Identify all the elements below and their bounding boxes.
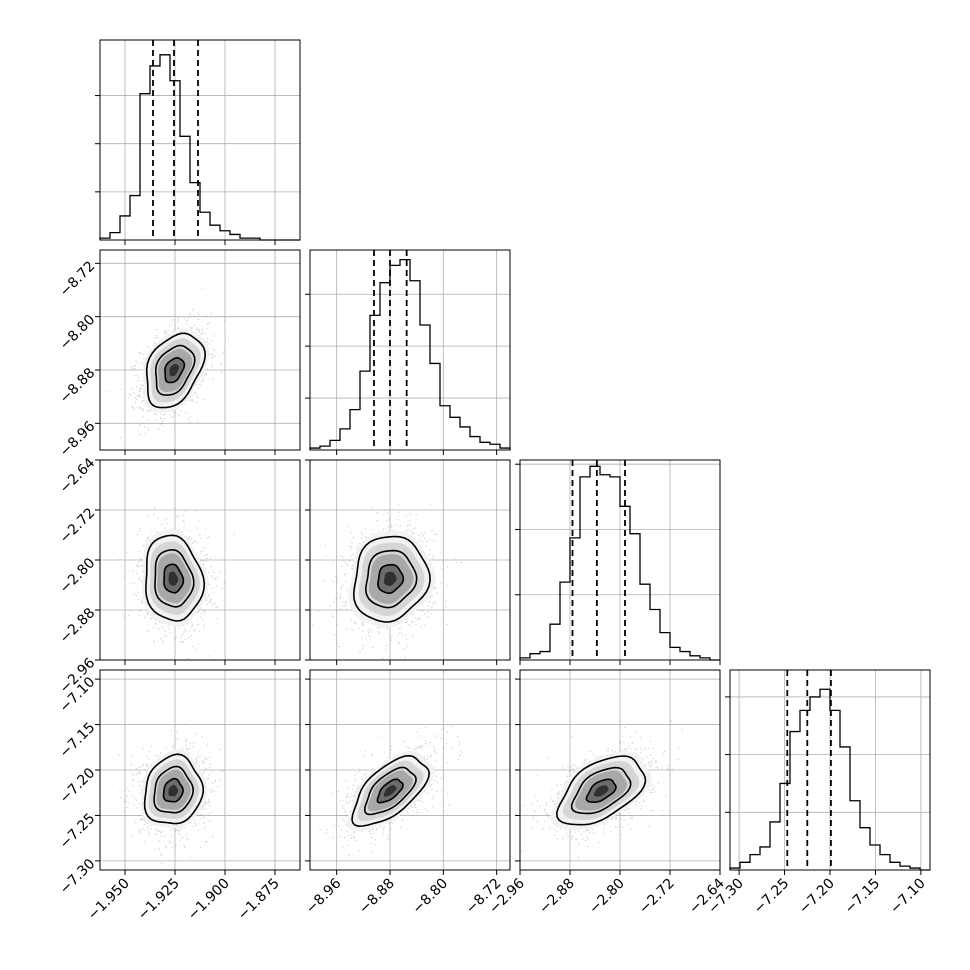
density-fill — [384, 571, 397, 586]
x-tick-label: −7.10 — [887, 876, 929, 918]
x-tick-label: −2.72 — [636, 876, 678, 918]
y-tick-label: −8.88 — [57, 365, 99, 407]
scatter-panel-3-2 — [519, 669, 721, 871]
scatter-panel-3-1 — [309, 669, 511, 871]
scatter-panel-1-0 — [99, 249, 301, 451]
y-tick-label: −8.80 — [57, 312, 99, 354]
density-fill — [168, 571, 179, 586]
contour-line — [377, 563, 405, 595]
contour-line — [376, 778, 404, 804]
contour-line — [585, 778, 617, 804]
x-tick-label: −8.96 — [303, 875, 345, 917]
panel-content — [310, 670, 510, 870]
x-tick-label: −1.900 — [185, 876, 233, 924]
contour-line — [555, 755, 647, 826]
contour-line — [155, 344, 196, 396]
y-tick-label: −7.30 — [57, 856, 99, 898]
y-tick-label: −2.88 — [57, 605, 99, 647]
density-fill — [593, 785, 609, 797]
contour-line — [364, 549, 418, 609]
contour-line — [145, 534, 206, 622]
x-tick-label: −2.88 — [536, 876, 578, 918]
x-tick-label: −1.925 — [135, 876, 183, 924]
x-tick-label: −1.875 — [235, 876, 283, 924]
panel-background — [310, 250, 510, 450]
panel-content — [310, 460, 510, 660]
contour-line — [163, 563, 185, 594]
panel-frame — [99, 249, 301, 451]
x-tick-label: −1.950 — [85, 876, 133, 924]
histogram-panel-1 — [305, 249, 511, 451]
contour-line — [570, 766, 632, 815]
histogram-step-line — [99, 54, 300, 241]
y-tick-label: −7.20 — [57, 765, 99, 807]
contour-line — [154, 548, 195, 608]
scatter-panel-2-0 — [99, 459, 301, 661]
x-tick-label: −2.80 — [586, 876, 628, 918]
x-tick-label: −7.20 — [796, 876, 838, 918]
contour-line — [153, 765, 194, 814]
density-fill — [169, 363, 180, 377]
contour-line — [351, 754, 431, 828]
density-fill — [383, 785, 397, 797]
contour-line — [143, 753, 204, 825]
scatter-panel-3-0 — [99, 669, 301, 871]
contour-line — [363, 766, 417, 816]
histogram-panel-2 — [515, 459, 721, 661]
x-tick-label: −7.15 — [842, 876, 884, 918]
x-tick-label: −8.88 — [356, 876, 398, 918]
density-fill — [168, 784, 178, 797]
histogram-panel-3 — [725, 669, 931, 871]
panel-frame — [309, 249, 511, 451]
y-tick-label: −8.96 — [57, 418, 99, 460]
y-tick-label: −2.72 — [57, 505, 99, 547]
panel-frame — [99, 39, 301, 241]
y-tick-label: −2.80 — [57, 555, 99, 597]
panel-content — [100, 670, 300, 870]
y-tick-label: −2.64 — [57, 455, 99, 497]
scatter-points — [118, 723, 224, 865]
histogram-panel-0 — [95, 39, 301, 241]
histogram-step-line — [519, 465, 720, 661]
y-tick-label: −8.72 — [57, 258, 99, 300]
histogram-step-line — [309, 258, 511, 450]
y-tick-label: −7.25 — [57, 811, 99, 853]
contour-line — [352, 535, 431, 623]
contour-line — [162, 777, 184, 803]
panel-content — [100, 460, 300, 660]
histogram-step-line — [729, 688, 930, 871]
panel-content — [100, 250, 300, 450]
x-tick-label: −8.80 — [410, 876, 452, 918]
contour-line — [164, 357, 186, 384]
panel-content — [520, 670, 720, 870]
scatter-panel-2-1 — [309, 459, 511, 661]
y-tick-label: −7.15 — [57, 720, 99, 762]
x-tick-label: −7.25 — [751, 876, 793, 918]
contour-line — [145, 332, 207, 409]
